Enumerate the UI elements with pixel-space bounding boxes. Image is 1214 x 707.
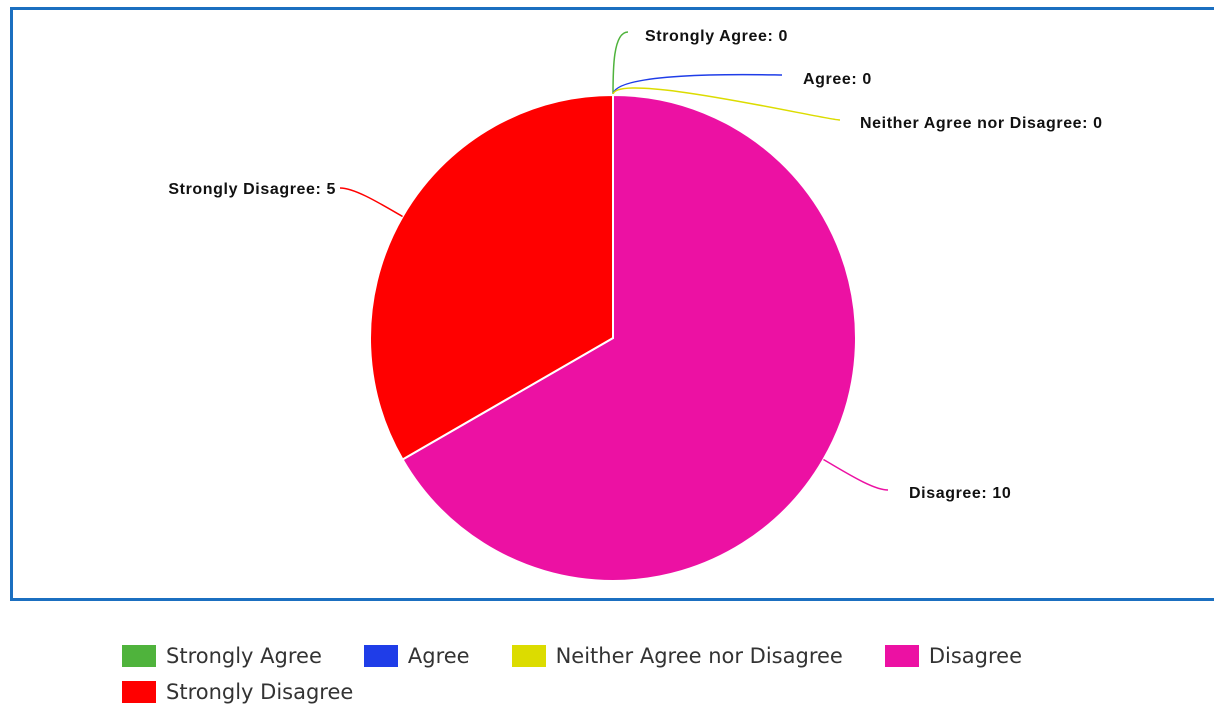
- data-label: Strongly Disagree: 5: [168, 181, 336, 198]
- legend: Strongly Agree Agree Neither Agree nor Dis…: [122, 644, 1112, 704]
- data-label: Agree: 0: [803, 71, 872, 88]
- legend-item[interactable]: Strongly Disagree: [122, 680, 353, 704]
- legend-item[interactable]: Disagree: [884, 644, 1023, 668]
- data-label: Disagree: 10: [909, 485, 1011, 502]
- data-label: Neither Agree nor Disagree: 0: [860, 115, 1103, 132]
- legend-label: Agree: [407, 644, 470, 668]
- legend-label: Neither Agree nor Disagree: [555, 644, 843, 668]
- legend-swatch: [122, 645, 156, 667]
- legend-item[interactable]: Neither Agree nor Disagree: [511, 644, 843, 668]
- leader-line: [612, 87, 841, 121]
- legend-label: Strongly Disagree: [166, 680, 354, 704]
- leader-line: [339, 187, 403, 218]
- legend-label: Disagree: [928, 644, 1023, 668]
- chart-frame: [10, 7, 1214, 601]
- pie-slice: [401, 93, 857, 582]
- pie-slice: [369, 93, 614, 461]
- leader-line: [612, 73, 783, 96]
- legend-swatch: [122, 681, 156, 703]
- leader-line: [612, 31, 629, 96]
- legend-swatch: [884, 645, 919, 667]
- legend-item[interactable]: Agree: [363, 644, 470, 668]
- legend-item[interactable]: Strongly Agree: [122, 644, 322, 668]
- chart: Strongly Agree: 0 Agree: 0 Neither Agree n…: [168, 28, 1103, 582]
- legend-swatch: [363, 645, 398, 667]
- legend-swatch: [511, 645, 546, 667]
- data-label: Strongly Agree: 0: [645, 28, 788, 45]
- legend-label: Strongly Agree: [166, 644, 322, 668]
- leader-line: [823, 458, 889, 491]
